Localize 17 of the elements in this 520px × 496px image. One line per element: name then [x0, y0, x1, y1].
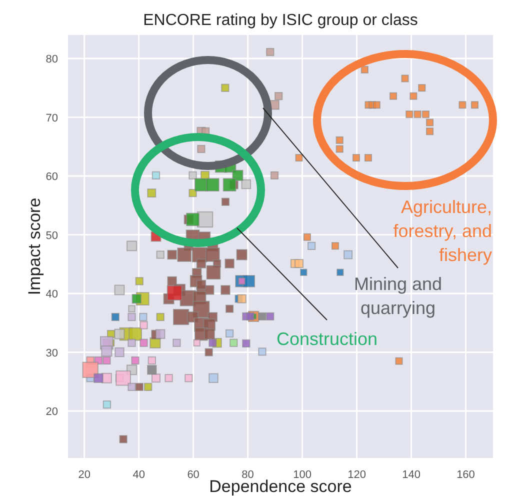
x-tick-label: 20: [78, 469, 90, 481]
x-tick-label: 160: [456, 469, 475, 481]
y-tick-label: 20: [46, 406, 58, 418]
chart-title: ENCORE rating by ISIC group or class: [143, 12, 418, 29]
y-tick-label: 30: [46, 347, 58, 360]
y-tick-label: 80: [46, 54, 58, 66]
annotation: Construction: [276, 329, 378, 349]
y-tick-label: 60: [46, 171, 58, 183]
x-tick-label: 60: [187, 469, 200, 481]
y-axis-title: Impact score: [25, 198, 44, 296]
x-tick-label: 40: [132, 469, 145, 481]
annotation: Agriculture, forestry, and fishery: [393, 197, 492, 265]
y-tick-label: 70: [46, 112, 58, 124]
annotation: Mining and quarrying: [354, 274, 442, 318]
y-tick-label: 50: [46, 230, 58, 242]
y-tick-label: 40: [46, 288, 58, 300]
x-tick-label: 140: [402, 469, 420, 481]
